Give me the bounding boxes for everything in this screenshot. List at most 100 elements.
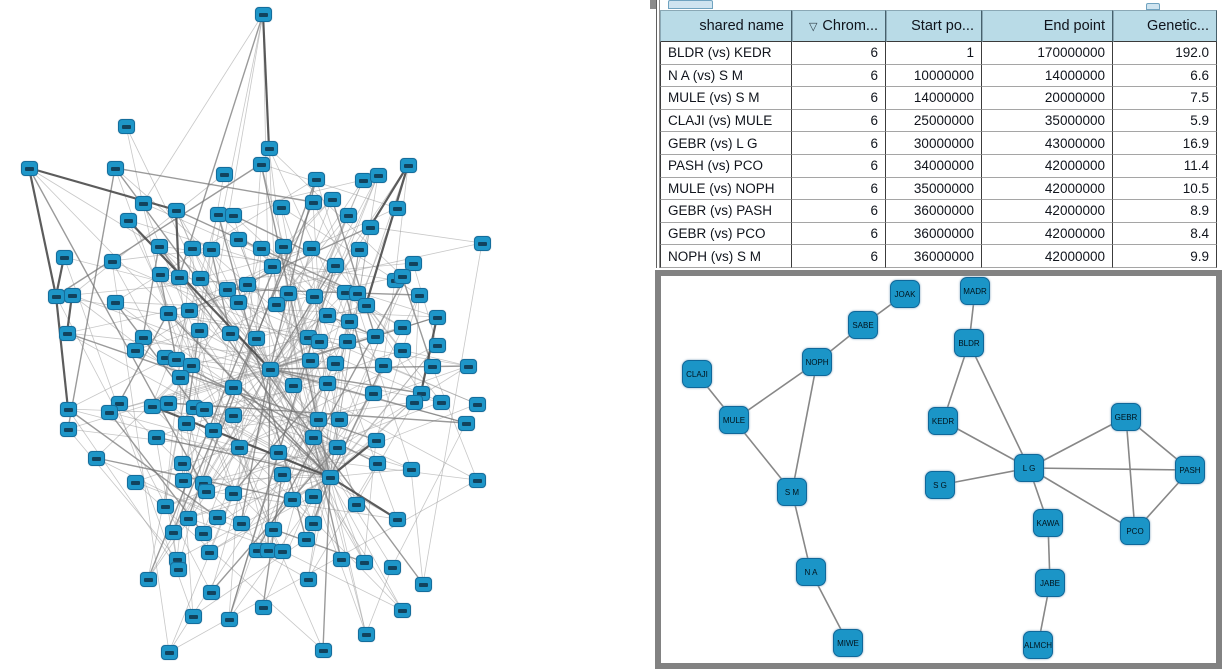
graph-node[interactable] — [348, 285, 366, 301]
graph-node[interactable] — [179, 510, 197, 526]
network-detail-panel[interactable] — [655, 270, 1222, 669]
graph-node[interactable] — [170, 269, 188, 285]
cell[interactable]: 6 — [792, 222, 886, 246]
graph-node[interactable] — [330, 411, 348, 427]
graph-node-n-a[interactable]: N A — [796, 558, 826, 586]
graph-node[interactable] — [332, 551, 350, 567]
table-row[interactable]: PASH (vs) PCO 6 34000000 42000000 11.4 — [660, 154, 1217, 178]
graph-node[interactable] — [364, 385, 382, 401]
graph-node[interactable] — [321, 469, 339, 485]
cell[interactable]: BLDR (vs) KEDR — [660, 42, 792, 65]
graph-node[interactable] — [200, 544, 218, 560]
graph-node[interactable] — [383, 559, 401, 575]
graph-node-l-g[interactable]: L G — [1014, 454, 1044, 482]
graph-node[interactable] — [357, 626, 375, 642]
graph-node[interactable] — [164, 524, 182, 540]
graph-node[interactable] — [195, 401, 213, 417]
cell[interactable]: 42000000 — [982, 245, 1113, 268]
cell[interactable]: 6 — [792, 132, 886, 155]
cell[interactable]: 20000000 — [982, 87, 1113, 110]
cell[interactable]: 42000000 — [982, 200, 1113, 223]
graph-node[interactable] — [58, 325, 76, 341]
graph-node[interactable] — [274, 238, 292, 254]
graph-node[interactable] — [159, 395, 177, 411]
cell[interactable]: 192.0 — [1113, 42, 1217, 65]
graph-node-sabe[interactable]: SABE — [848, 311, 878, 339]
cell[interactable]: 1 — [886, 42, 982, 65]
graph-node[interactable] — [55, 249, 73, 265]
graph-node[interactable] — [459, 358, 477, 374]
graph-node[interactable] — [147, 429, 165, 445]
cell[interactable]: 36000000 — [886, 245, 982, 268]
table-scrollbar-gutter[interactable] — [1217, 0, 1222, 268]
graph-node[interactable] — [59, 401, 77, 417]
table-row[interactable]: CLAJI (vs) MULE 6 25000000 35000000 5.9 — [660, 109, 1217, 133]
cell[interactable]: 16.9 — [1113, 132, 1217, 155]
graph-node[interactable] — [428, 309, 446, 325]
graph-node-madr[interactable]: MADR — [960, 277, 990, 305]
graph-node[interactable] — [106, 160, 124, 176]
graph-node[interactable] — [184, 608, 202, 624]
panel-splitter-line[interactable] — [659, 0, 660, 268]
graph-node[interactable] — [261, 361, 279, 377]
graph-node[interactable] — [457, 415, 475, 431]
cell[interactable]: 6 — [792, 154, 886, 178]
graph-node[interactable] — [366, 328, 384, 344]
graph-node[interactable] — [209, 206, 227, 222]
graph-node[interactable] — [134, 195, 152, 211]
graph-node-jabe[interactable]: JABE — [1035, 569, 1065, 597]
panel-splitter-line[interactable] — [656, 0, 657, 268]
graph-node[interactable] — [220, 611, 238, 627]
cell[interactable]: N A (vs) S M — [660, 64, 792, 88]
graph-node[interactable] — [224, 207, 242, 223]
graph-node[interactable] — [139, 571, 157, 587]
graph-node[interactable] — [224, 379, 242, 395]
graph-node[interactable] — [224, 485, 242, 501]
cell[interactable]: 6 — [792, 87, 886, 110]
graph-node[interactable] — [414, 576, 432, 592]
graph-node[interactable] — [229, 294, 247, 310]
table-row[interactable]: NOPH (vs) S M 6 36000000 42000000 9.9 — [660, 245, 1217, 268]
graph-node[interactable] — [151, 266, 169, 282]
graph-node[interactable] — [350, 241, 368, 257]
graph-node[interactable] — [273, 543, 291, 559]
table-row[interactable]: N A (vs) S M 6 10000000 14000000 6.6 — [660, 64, 1217, 88]
graph-node-mule[interactable]: MULE — [719, 406, 749, 434]
graph-node[interactable] — [260, 140, 278, 156]
graph-node[interactable] — [473, 235, 491, 251]
cell[interactable]: 9.9 — [1113, 245, 1217, 268]
cell[interactable]: MULE (vs) NOPH — [660, 177, 792, 201]
column-header-start-po[interactable]: Start po... — [886, 10, 982, 42]
graph-node[interactable] — [167, 351, 185, 367]
graph-node[interactable] — [100, 404, 118, 420]
graph-node[interactable] — [318, 375, 336, 391]
graph-node[interactable] — [428, 337, 446, 353]
graph-node[interactable] — [59, 421, 77, 437]
graph-node[interactable] — [269, 444, 287, 460]
cell[interactable]: GEBR (vs) PASH — [660, 200, 792, 223]
cell[interactable]: 34000000 — [886, 154, 982, 178]
graph-node-noph[interactable]: NOPH — [802, 348, 832, 376]
cell[interactable]: GEBR (vs) L G — [660, 132, 792, 155]
cell[interactable]: 6 — [792, 245, 886, 268]
graph-node[interactable] — [404, 255, 422, 271]
graph-node[interactable] — [304, 194, 322, 210]
graph-node[interactable] — [393, 268, 411, 284]
graph-node[interactable] — [134, 329, 152, 345]
graph-node[interactable] — [169, 561, 187, 577]
graph-node[interactable] — [355, 554, 373, 570]
graph-node[interactable] — [183, 240, 201, 256]
graph-node[interactable] — [310, 333, 328, 349]
graph-node[interactable] — [47, 288, 65, 304]
graph-node[interactable] — [238, 276, 256, 292]
graph-node[interactable] — [202, 241, 220, 257]
graph-node-joak[interactable]: JOAK — [890, 280, 920, 308]
cell[interactable]: NOPH (vs) S M — [660, 245, 792, 268]
graph-node[interactable] — [284, 377, 302, 393]
table-row[interactable]: MULE (vs) NOPH 6 35000000 42000000 10.5 — [660, 177, 1217, 201]
graph-node[interactable] — [299, 571, 317, 587]
graph-node[interactable] — [218, 281, 236, 297]
graph-node[interactable] — [368, 455, 386, 471]
graph-node[interactable] — [468, 472, 486, 488]
graph-node[interactable] — [318, 307, 336, 323]
